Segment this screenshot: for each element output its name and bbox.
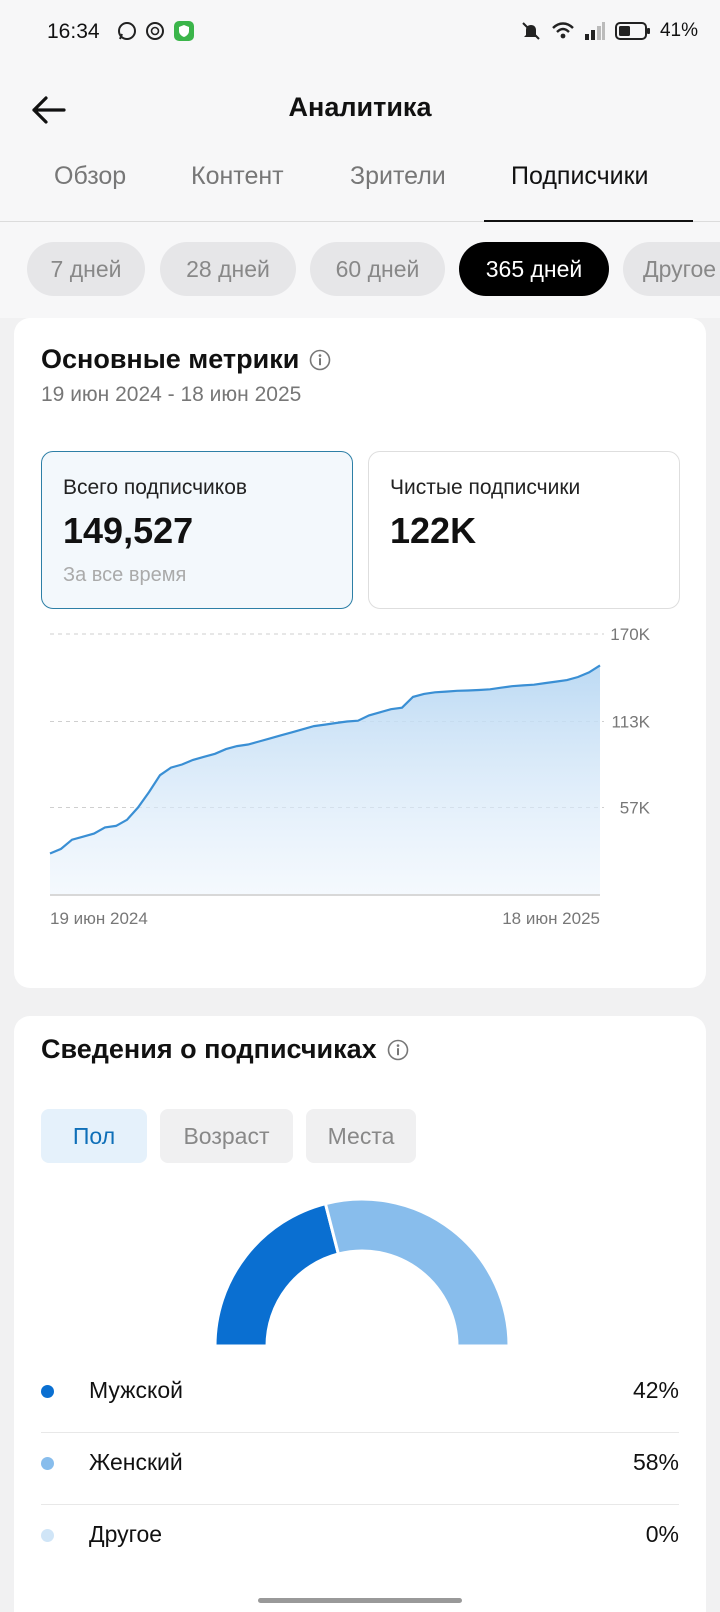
legend-percent: 0% (645, 1521, 679, 1547)
legend-percent: 58% (632, 1449, 679, 1475)
legend-row-male: Мужской 42% (41, 1361, 679, 1433)
donut-slice-1[interactable] (323, 1197, 511, 1348)
analytics-tabs: Обзор Контент Зрители Подписчики (0, 148, 720, 223)
page-title: Аналитика (288, 92, 432, 122)
y-tick-label: 57K (620, 798, 651, 817)
donut-slice-0[interactable] (213, 1201, 341, 1348)
period-28-days[interactable]: 28 дней (160, 242, 296, 296)
home-indicator[interactable] (258, 1598, 462, 1603)
key-metrics-card: Основные метрики 19 июн 2024 - 18 июн 20… (14, 318, 706, 988)
metric-label: Чистые подписчики (390, 476, 581, 499)
legend-row-female: Женский 58% (41, 1433, 679, 1505)
legend-label: Мужской (89, 1377, 184, 1403)
signal-icon (584, 22, 605, 40)
gender-half-donut-chart (213, 1197, 511, 1348)
legend-dot-female (41, 1457, 54, 1470)
app-bar: Аналитика Обзор Контент Зрители Подписчи… (0, 64, 720, 223)
wifi-icon (552, 22, 574, 39)
back-button[interactable] (26, 88, 70, 132)
metric-net-subscribers[interactable]: Чистые подписчики 122K (368, 451, 680, 609)
key-metrics-title: Основные метрики (41, 344, 300, 374)
status-time: 16:34 (47, 20, 100, 43)
whatsapp-icon (118, 22, 136, 40)
legend-dot-other (41, 1529, 54, 1542)
period-365-days[interactable]: 365 дней (459, 242, 609, 296)
notification-icons (117, 20, 195, 42)
info-icon[interactable] (387, 1039, 409, 1061)
key-metrics-heading: Основные метрики (41, 344, 331, 375)
subscriber-details-title: Сведения о подписчиках (41, 1034, 377, 1064)
tab-locations[interactable]: Места (306, 1109, 416, 1163)
subscriber-details-card: Сведения о подписчиках Пол Возраст Места… (14, 1016, 706, 1612)
info-icon[interactable] (309, 349, 331, 371)
legend-label: Женский (89, 1449, 183, 1475)
y-tick-label: 170K (610, 625, 650, 644)
shield-app-icon (174, 21, 194, 41)
battery-icon (614, 22, 650, 40)
arrow-left-icon (32, 96, 66, 124)
legend-row-other: Другое 0% (41, 1505, 679, 1577)
metric-total-subscribers[interactable]: Всего подписчиков 149,527 За все время (41, 451, 353, 609)
metric-label: Всего подписчиков (63, 476, 248, 499)
legend-percent: 42% (632, 1377, 679, 1403)
tab-content[interactable]: Контент (191, 162, 284, 190)
metric-value: 122K (390, 510, 477, 551)
battery-percent: 41% (659, 20, 698, 41)
y-tick-label: 113K (612, 713, 651, 732)
chatgpt-icon (146, 22, 164, 40)
legend-dot-male (41, 1385, 54, 1398)
series-line (49, 664, 601, 855)
tab-age[interactable]: Возраст (160, 1109, 293, 1163)
subscriber-details-heading: Сведения о подписчиках (41, 1034, 409, 1065)
period-selector: 7 дней 28 дней 60 дней 365 дней Другое (0, 242, 720, 298)
tab-subscribers[interactable]: Подписчики (511, 162, 649, 190)
tab-viewers[interactable]: Зрители (350, 162, 446, 190)
mute-icon (522, 22, 540, 40)
active-tab-indicator (484, 220, 693, 223)
metric-value: 149,527 (63, 510, 194, 551)
date-range: 19 июн 2024 - 18 июн 2025 (41, 383, 302, 406)
status-bar: 16:34 41% (0, 0, 720, 64)
area-fill (50, 665, 600, 895)
x-tick-end: 18 июн 2025 (502, 909, 600, 928)
period-60-days[interactable]: 60 дней (310, 242, 445, 296)
tab-gender[interactable]: Пол (41, 1109, 147, 1163)
x-tick-start: 19 июн 2024 (50, 909, 148, 928)
metric-subtitle: За все время (63, 564, 187, 586)
tab-overview[interactable]: Обзор (54, 162, 127, 190)
legend-label: Другое (89, 1521, 163, 1547)
period-other[interactable]: Другое (623, 242, 720, 296)
system-icons: 41% (520, 20, 698, 42)
subscribers-area-chart: 170K 113K 57K 19 июн 2024 18 июн 2025 (49, 625, 651, 928)
period-7-days[interactable]: 7 дней (27, 242, 145, 296)
